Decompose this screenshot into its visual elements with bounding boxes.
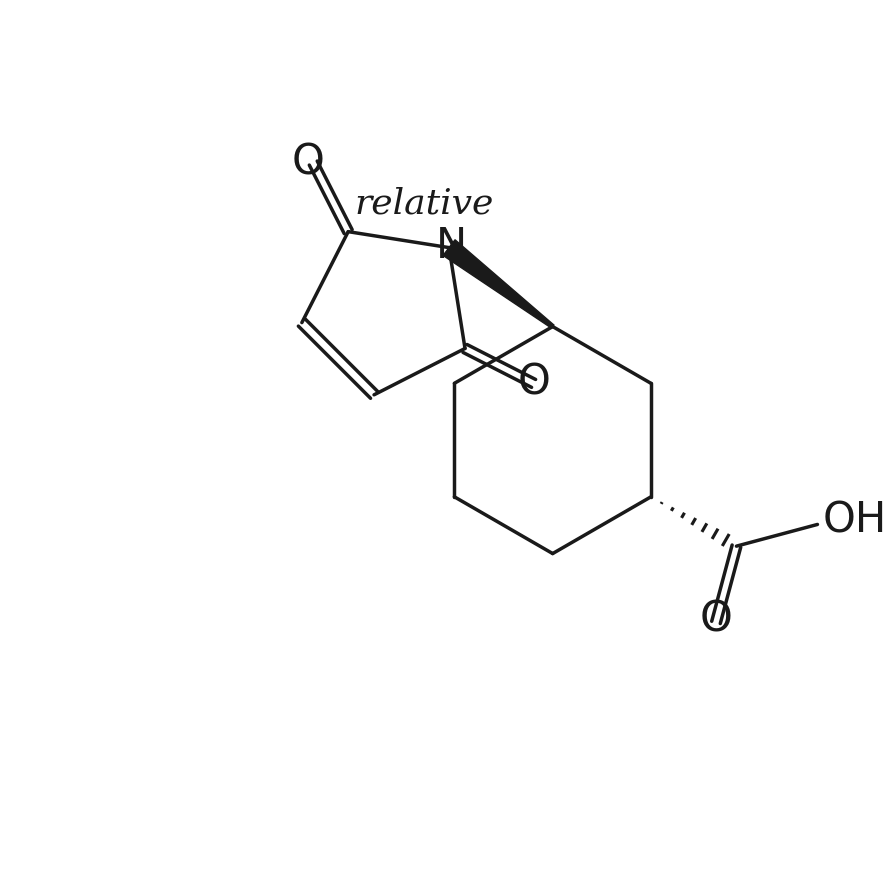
Polygon shape: [443, 239, 554, 328]
Text: O: O: [517, 361, 550, 403]
Text: relative: relative: [355, 186, 494, 220]
Text: O: O: [700, 598, 732, 640]
Text: OH: OH: [823, 499, 887, 541]
Text: O: O: [292, 142, 325, 183]
Text: N: N: [435, 224, 466, 267]
